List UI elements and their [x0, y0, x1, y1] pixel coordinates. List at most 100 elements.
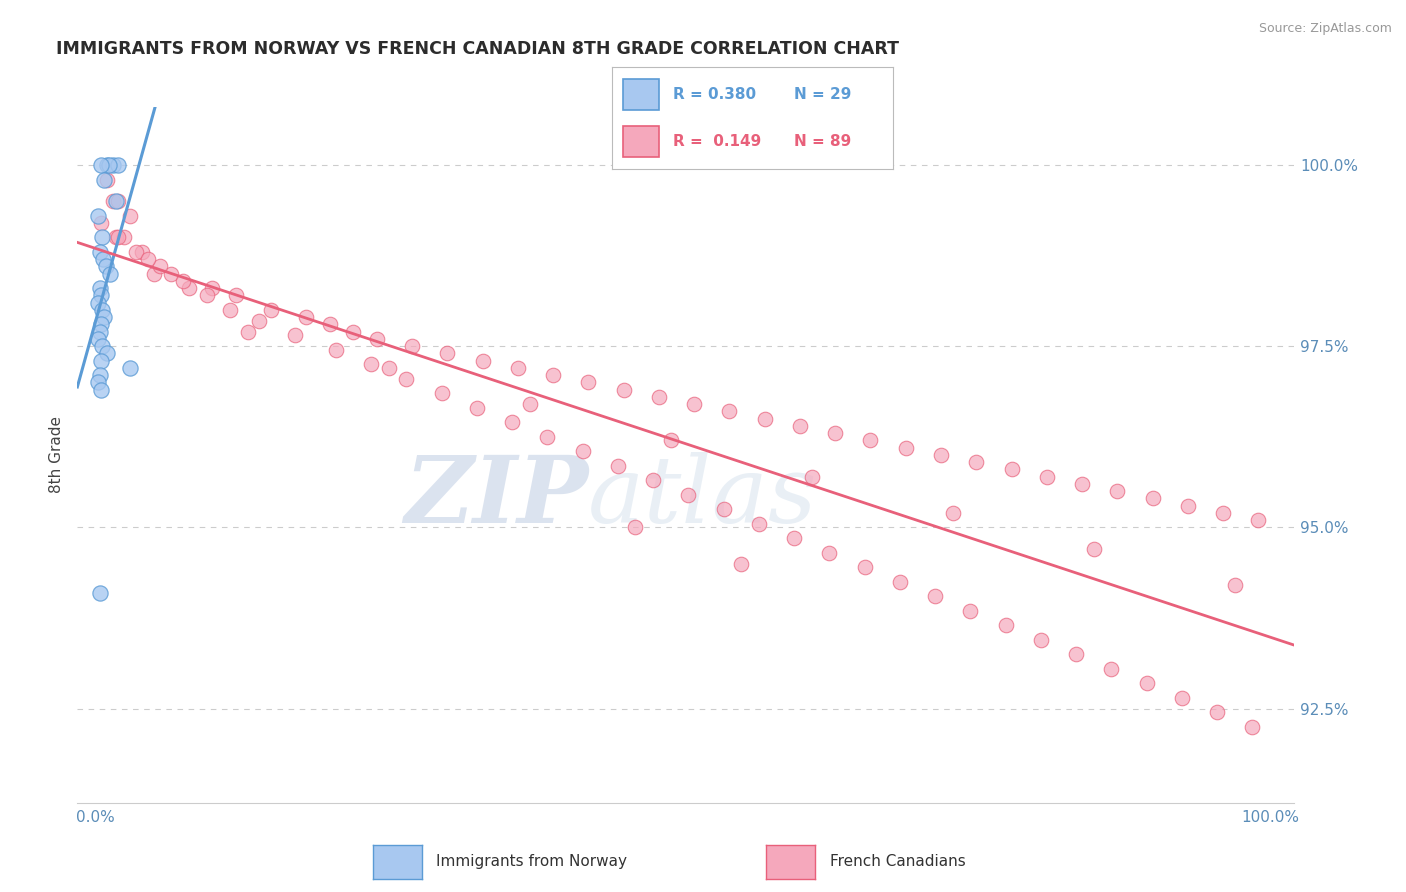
- Point: [98, 158, 121, 172]
- Point: [91, 230, 114, 244]
- Point: [295, 310, 318, 325]
- Point: [536, 430, 558, 444]
- Text: N = 89: N = 89: [794, 135, 852, 149]
- Bar: [623, 79, 659, 110]
- Point: [195, 288, 218, 302]
- Point: [730, 557, 752, 571]
- Point: [90, 318, 112, 332]
- Point: [578, 376, 600, 390]
- Point: [366, 332, 388, 346]
- Point: [541, 368, 564, 383]
- Point: [107, 230, 129, 244]
- Text: French Canadians: French Canadians: [830, 855, 966, 869]
- Point: [91, 303, 114, 318]
- Text: Immigrants from Norway: Immigrants from Norway: [436, 855, 627, 869]
- Point: [96, 158, 118, 172]
- Point: [172, 274, 194, 288]
- Point: [1071, 477, 1094, 491]
- Point: [754, 411, 776, 425]
- Text: IMMIGRANTS FROM NORWAY VS FRENCH CANADIAN 8TH GRADE CORRELATION CHART: IMMIGRANTS FROM NORWAY VS FRENCH CANADIA…: [56, 40, 900, 58]
- Point: [1177, 499, 1199, 513]
- Point: [325, 343, 347, 357]
- Point: [90, 216, 112, 230]
- Point: [1171, 690, 1194, 705]
- Point: [824, 426, 846, 441]
- Point: [105, 230, 128, 244]
- Point: [360, 357, 382, 371]
- Point: [436, 346, 458, 360]
- Point: [659, 434, 682, 448]
- Point: [90, 158, 112, 172]
- Point: [101, 158, 124, 172]
- Point: [1035, 469, 1057, 483]
- Point: [225, 288, 247, 302]
- Bar: [623, 127, 659, 157]
- Point: [613, 383, 636, 397]
- Text: N = 29: N = 29: [794, 87, 852, 102]
- Point: [465, 401, 488, 415]
- Point: [624, 520, 647, 534]
- Text: R = 0.380: R = 0.380: [673, 87, 756, 102]
- Point: [142, 267, 165, 281]
- Point: [959, 604, 981, 618]
- Point: [1107, 484, 1129, 499]
- Point: [1083, 542, 1105, 557]
- Point: [87, 332, 110, 346]
- Point: [89, 585, 111, 599]
- Point: [1223, 578, 1246, 592]
- Point: [107, 158, 129, 172]
- Point: [994, 618, 1017, 632]
- Point: [506, 361, 529, 376]
- Point: [395, 372, 418, 386]
- Point: [319, 318, 342, 332]
- Text: atlas: atlas: [588, 451, 818, 541]
- Point: [284, 328, 307, 343]
- Point: [853, 560, 876, 574]
- Point: [501, 415, 523, 429]
- Point: [136, 252, 159, 267]
- Point: [718, 404, 741, 418]
- Text: ZIP: ZIP: [404, 451, 588, 541]
- Point: [91, 252, 114, 267]
- Point: [1241, 720, 1264, 734]
- Point: [89, 281, 111, 295]
- Point: [90, 353, 112, 368]
- Point: [643, 473, 665, 487]
- Point: [89, 325, 111, 339]
- Point: [1142, 491, 1164, 506]
- Point: [783, 531, 806, 545]
- Point: [94, 260, 117, 274]
- Point: [1247, 513, 1270, 527]
- Point: [87, 209, 110, 223]
- Point: [377, 361, 399, 376]
- Point: [93, 310, 115, 325]
- Point: [89, 245, 111, 260]
- Point: [131, 245, 153, 260]
- Point: [678, 488, 700, 502]
- Text: R =  0.149: R = 0.149: [673, 135, 762, 149]
- Point: [1212, 506, 1234, 520]
- Point: [120, 361, 142, 376]
- Point: [471, 353, 494, 368]
- Point: [571, 444, 593, 458]
- Point: [942, 506, 965, 520]
- Point: [236, 325, 259, 339]
- Point: [859, 434, 882, 448]
- Point: [160, 267, 183, 281]
- Point: [818, 546, 841, 560]
- Point: [96, 172, 118, 186]
- Point: [120, 209, 142, 223]
- Point: [800, 469, 823, 483]
- Point: [889, 574, 911, 589]
- Point: [93, 172, 115, 186]
- Point: [401, 339, 423, 353]
- Point: [177, 281, 200, 295]
- Point: [1206, 705, 1229, 719]
- Point: [125, 245, 148, 260]
- Point: [342, 325, 364, 339]
- Point: [101, 194, 124, 209]
- Point: [87, 295, 110, 310]
- Point: [1099, 662, 1122, 676]
- Point: [430, 386, 453, 401]
- Point: [929, 448, 952, 462]
